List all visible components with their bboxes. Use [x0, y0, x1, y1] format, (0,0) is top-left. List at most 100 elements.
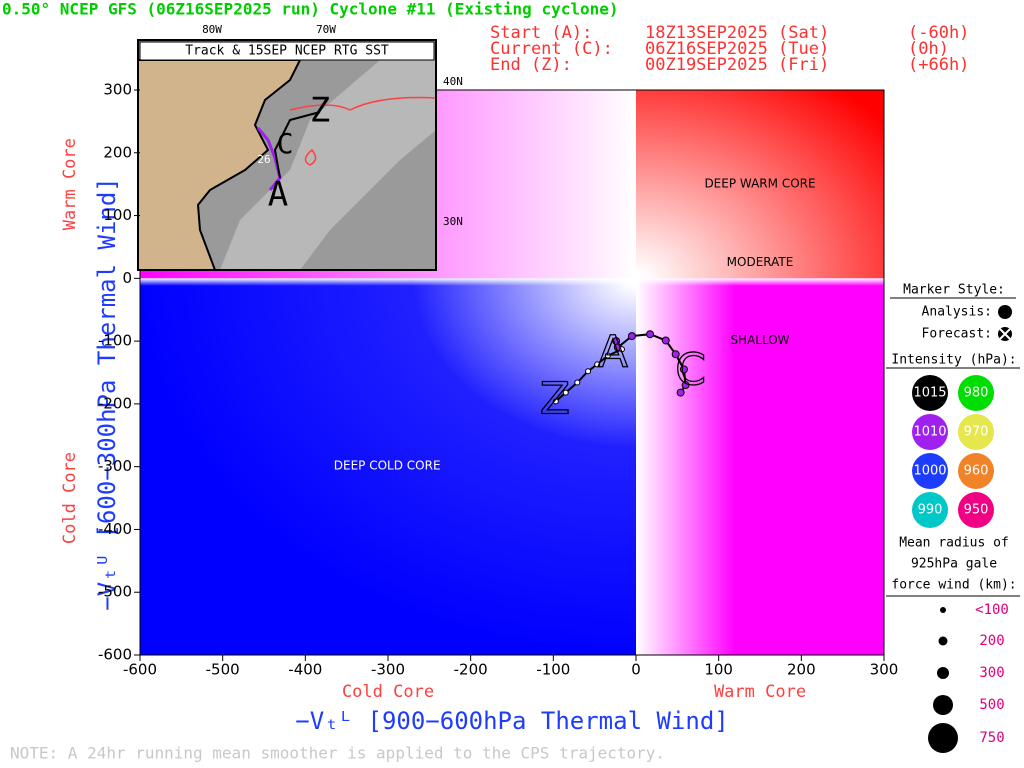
intensity-swatch — [912, 414, 948, 450]
lat-label: 40N — [443, 75, 463, 88]
intensity-label: 1015 — [913, 386, 946, 401]
intensity-swatch — [958, 414, 994, 450]
header-text: (0h) — [908, 39, 949, 59]
inset-marker: C — [277, 127, 294, 160]
intensity-label: 960 — [964, 464, 989, 479]
intensity-swatch — [958, 453, 994, 489]
legend-entry: Forecast: — [922, 327, 992, 342]
x-tick-label: 100 — [704, 661, 733, 679]
x-tick-label: -200 — [454, 661, 488, 679]
intensity-label: 1010 — [913, 425, 946, 440]
radius-label: 750 — [979, 730, 1004, 746]
intensity-label: 1000 — [913, 464, 946, 479]
radius-label: <100 — [975, 602, 1009, 618]
lat-label: 30N — [443, 215, 463, 228]
track-marker: C — [675, 345, 706, 396]
y-tick-label: -300 — [98, 457, 132, 475]
radius-swatch — [933, 695, 953, 715]
x-tick-label: 0 — [631, 661, 641, 679]
quadrant-label: DEEP WARM CORE — [704, 177, 815, 191]
quadrant — [636, 278, 884, 655]
y-tick-label: -200 — [98, 394, 132, 412]
radius-label: 200 — [979, 633, 1004, 649]
header-text: (+66h) — [908, 55, 969, 75]
intensity-swatch — [912, 375, 948, 411]
legend-title: force wind (km): — [891, 578, 1016, 593]
sst-isotherm — [289, 96, 437, 111]
inset-title: Track & 15SEP NCEP RTG SST — [185, 44, 389, 59]
track-point — [574, 379, 581, 386]
legend-title: 925hPa gale — [911, 557, 997, 572]
legend-title: Intensity (hPa): — [891, 353, 1016, 368]
x-tick-label: -500 — [206, 661, 240, 679]
header-text: 00Z19SEP2025 (Fri) — [645, 55, 829, 75]
legend-marker — [999, 328, 1011, 340]
x-side-label: Warm Core — [714, 682, 806, 702]
track-point — [627, 332, 636, 341]
x-tick-label: -100 — [536, 661, 570, 679]
x-side-label: Cold Core — [342, 682, 434, 702]
quadrant — [140, 278, 636, 655]
intensity-swatch — [958, 492, 994, 528]
y-tick-label: 200 — [103, 143, 132, 161]
radius-swatch — [937, 667, 949, 679]
header-text: Current (C): — [490, 39, 613, 59]
track-point — [594, 361, 601, 368]
y-tick-label: -600 — [98, 646, 132, 664]
y-tick-label: 100 — [103, 206, 132, 224]
x-tick-label: -600 — [123, 661, 157, 679]
x-tick-label: -400 — [288, 661, 322, 679]
header-text: End (Z): — [490, 55, 572, 75]
track-point — [646, 330, 655, 339]
radius-label: 300 — [979, 665, 1004, 681]
track-point — [681, 381, 690, 390]
x-tick-label: -300 — [371, 661, 405, 679]
intensity-swatch — [912, 492, 948, 528]
quadrant-fade — [140, 278, 884, 309]
y-tick-label: -100 — [98, 332, 132, 350]
radius-swatch — [938, 636, 948, 646]
inset-track — [256, 127, 282, 191]
y-tick-label: -400 — [98, 520, 132, 538]
track-point — [585, 368, 592, 375]
quadrant-label: SHALLOW — [730, 333, 789, 347]
track-point — [552, 398, 559, 405]
x-tick-label: 200 — [787, 661, 816, 679]
note: NOTE: A 24hr running mean smoother is ap… — [10, 744, 665, 763]
legend-marker — [998, 305, 1012, 319]
sst-isotherm — [304, 148, 317, 166]
inset-marker: A — [268, 175, 288, 215]
y-tick-label: 300 — [103, 81, 132, 99]
track-point — [676, 388, 685, 397]
x-axis-label: −Vₜᴸ [900−600hPa Thermal Wind] — [295, 707, 728, 735]
track-point — [562, 389, 569, 396]
inset-frame — [137, 39, 437, 271]
y-tick-label: -500 — [98, 583, 132, 601]
intensity-label: 950 — [964, 503, 989, 518]
legend-entry: Analysis: — [922, 305, 992, 320]
header-text: (-60h) — [908, 23, 969, 43]
radius-swatch — [940, 607, 946, 613]
chart-title: 0.50° NCEP GFS (06Z16SEP2025 run) Cyclon… — [2, 0, 619, 19]
inset-map: Track & 15SEP NCEP RTG SST 80W 70W 40N 3… — [137, 23, 463, 271]
header-text: 18Z13SEP2025 (Sat) — [645, 23, 829, 43]
track-marker: Z — [540, 373, 570, 424]
inset-title-box — [139, 41, 435, 61]
track-point — [604, 352, 611, 359]
y-axis-label: −Vₜᵁ [600−300hPa Thermal Wind] — [93, 177, 121, 610]
plot-frame — [139, 89, 885, 656]
legend-title: Marker Style: — [903, 283, 1005, 298]
intensity-label: 970 — [964, 425, 989, 440]
lon-label: 80W — [202, 23, 222, 36]
y-side-label: Cold Core — [60, 452, 80, 544]
inset-marker: Z — [310, 91, 330, 131]
sst-label: 26 — [257, 153, 270, 166]
radius-label: 500 — [979, 697, 1004, 713]
track-point — [671, 350, 680, 359]
x-tick-label: 300 — [870, 661, 899, 679]
y-tick-label: 0 — [122, 269, 132, 287]
header-text: Start (A): — [490, 23, 592, 43]
lon-label: 70W — [316, 23, 336, 36]
quadrant — [636, 90, 884, 279]
